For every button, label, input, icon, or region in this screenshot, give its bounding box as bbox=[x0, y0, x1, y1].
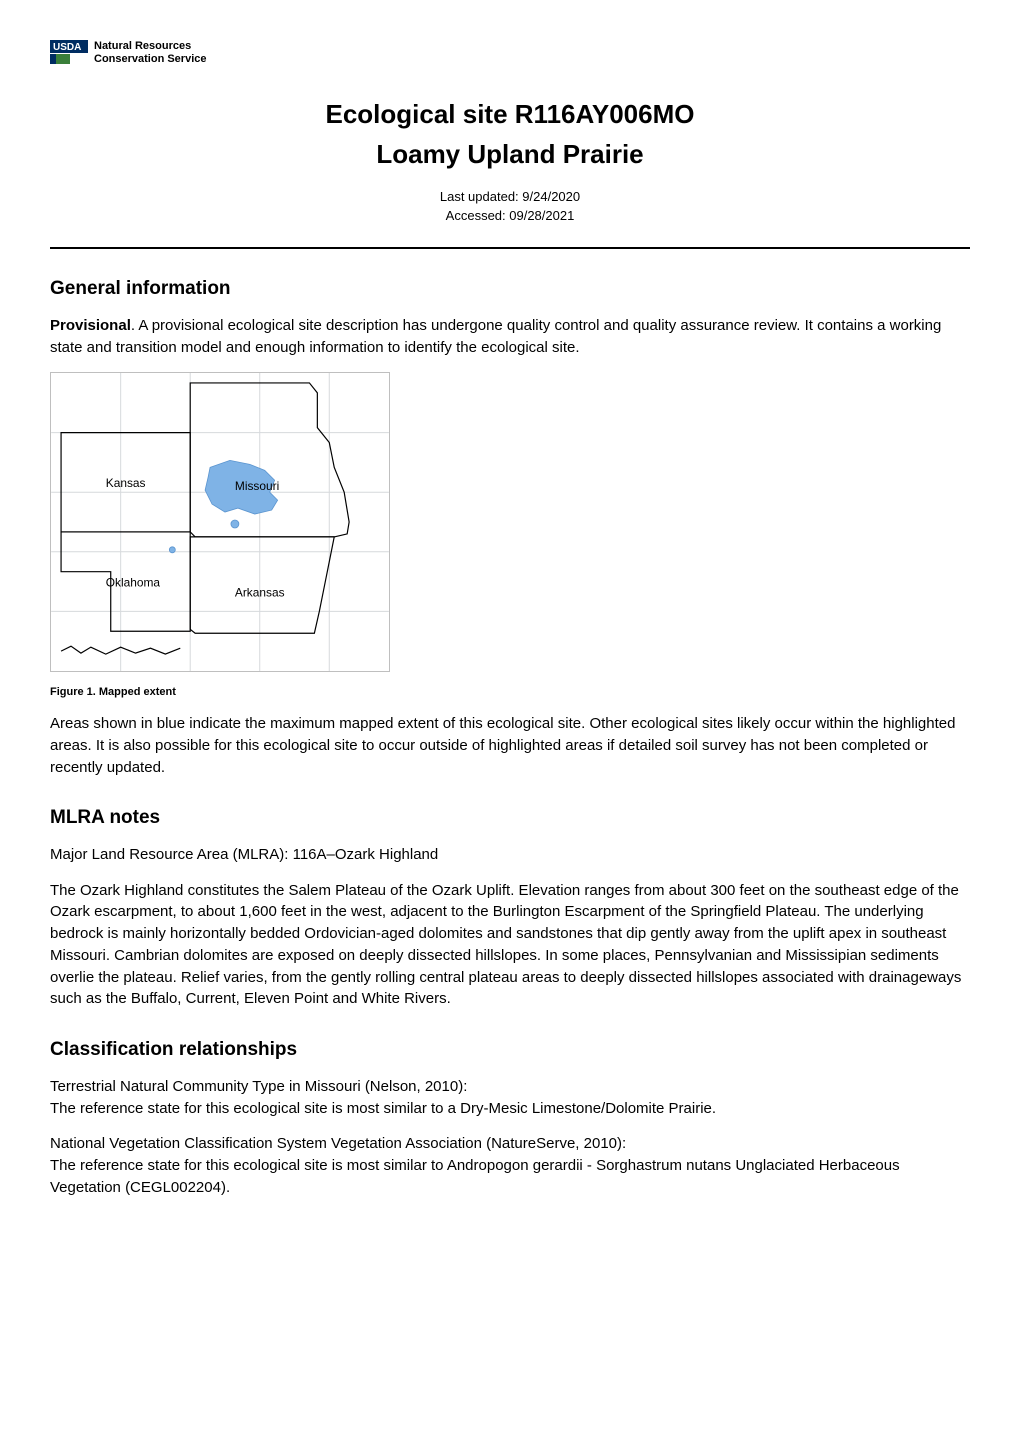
meta-accessed: Accessed: 09/28/2021 bbox=[50, 207, 970, 226]
svg-text:USDA: USDA bbox=[53, 42, 81, 53]
classification-p4: The reference state for this ecological … bbox=[50, 1155, 970, 1199]
map-extent-icon: Kansas Missouri Oklahoma Arkansas bbox=[50, 372, 390, 672]
svg-text:Arkansas: Arkansas bbox=[235, 586, 285, 600]
figure-1: Kansas Missouri Oklahoma Arkansas bbox=[50, 372, 970, 679]
meta-updated: Last updated: 9/24/2020 bbox=[50, 188, 970, 207]
usda-logo-icon: USDA bbox=[50, 40, 88, 66]
svg-text:Missouri: Missouri bbox=[235, 480, 279, 494]
classification-p2: The reference state for this ecological … bbox=[50, 1098, 970, 1120]
doc-title-line2: Loamy Upland Prairie bbox=[50, 136, 970, 174]
mlra-line1: Major Land Resource Area (MLRA): 116A–Oz… bbox=[50, 844, 970, 866]
classification-p3: National Vegetation Classification Syste… bbox=[50, 1133, 970, 1155]
provisional-label: Provisional bbox=[50, 317, 131, 334]
classification-heading: Classification relationships bbox=[50, 1036, 970, 1064]
title-separator bbox=[50, 247, 970, 249]
mlra-heading: MLRA notes bbox=[50, 804, 970, 832]
svg-text:Kansas: Kansas bbox=[106, 477, 146, 491]
figure-1-desc: Areas shown in blue indicate the maximum… bbox=[50, 713, 970, 778]
general-heading: General information bbox=[50, 275, 970, 303]
classification-p1: Terrestrial Natural Community Type in Mi… bbox=[50, 1076, 970, 1098]
brand-line1: Natural Resources bbox=[94, 40, 207, 53]
figure-1-caption: Figure 1. Mapped extent bbox=[50, 685, 970, 701]
doc-title-line1: Ecological site R116AY006MO bbox=[50, 96, 970, 134]
brand-line2: Conservation Service bbox=[94, 53, 207, 66]
svg-text:Oklahoma: Oklahoma bbox=[106, 576, 161, 590]
brand-text: Natural Resources Conservation Service bbox=[94, 40, 207, 66]
provisional-paragraph: Provisional. A provisional ecological si… bbox=[50, 315, 970, 359]
provisional-text: . A provisional ecological site descript… bbox=[50, 317, 941, 356]
mlra-body: The Ozark Highland constitutes the Salem… bbox=[50, 880, 970, 1011]
brand-header: USDA Natural Resources Conservation Serv… bbox=[50, 40, 970, 66]
